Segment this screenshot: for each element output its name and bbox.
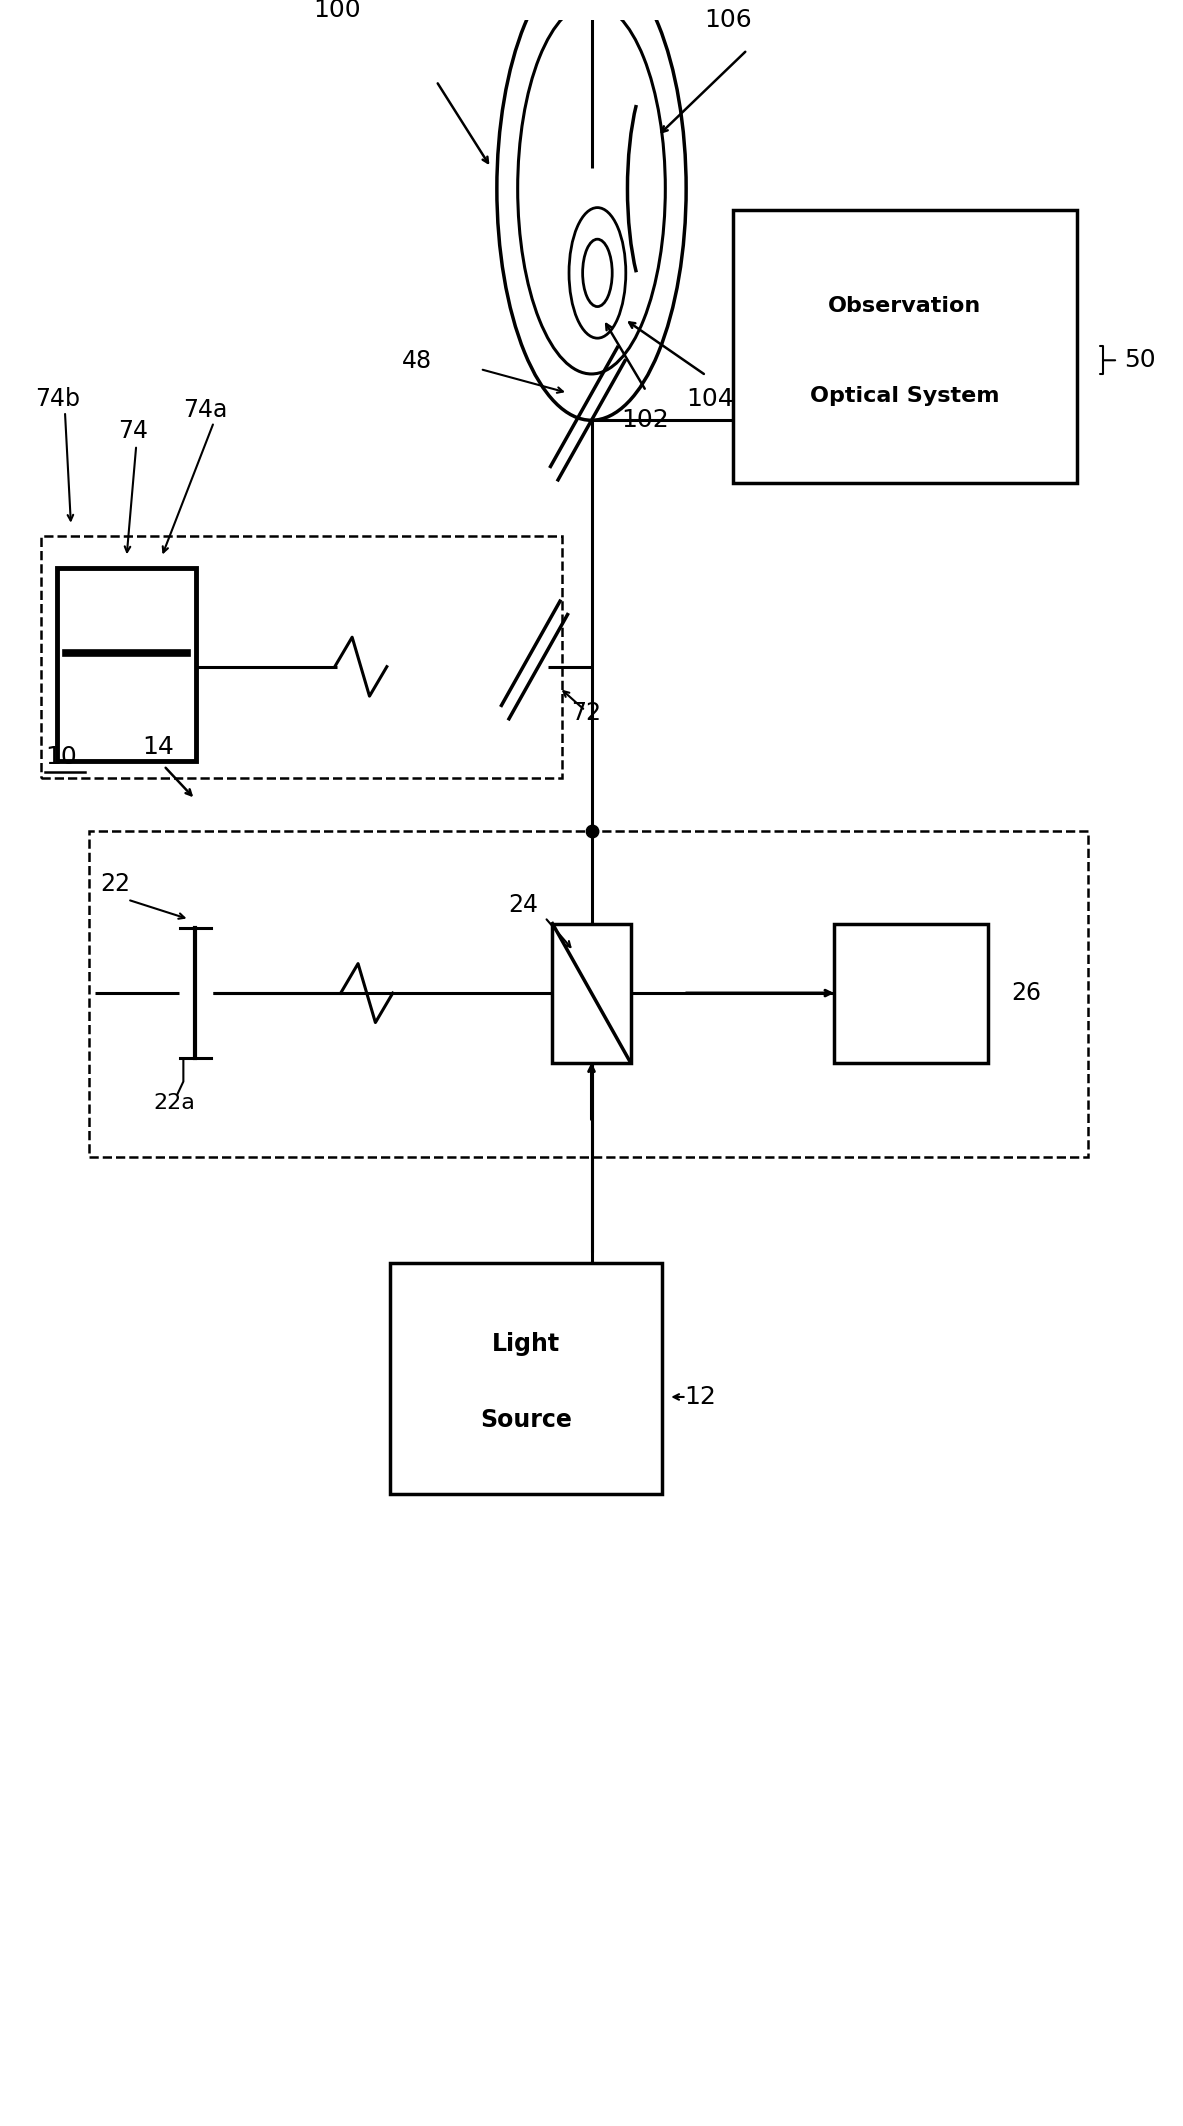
- Text: 104: 104: [686, 387, 733, 410]
- Text: Source: Source: [480, 1407, 573, 1433]
- Text: 102: 102: [621, 408, 668, 432]
- Bar: [89, 831, 1088, 1157]
- Text: 14: 14: [142, 736, 174, 759]
- Text: 74a: 74a: [183, 398, 228, 421]
- Text: 106: 106: [704, 9, 751, 32]
- Ellipse shape: [569, 208, 626, 338]
- Text: 74: 74: [118, 419, 148, 442]
- Ellipse shape: [497, 0, 686, 421]
- Text: 50: 50: [1124, 349, 1156, 372]
- Text: 48: 48: [402, 349, 432, 374]
- Text: 72: 72: [571, 702, 601, 725]
- Text: Optical System: Optical System: [810, 385, 1000, 406]
- Text: 22a: 22a: [154, 1093, 195, 1112]
- Text: 26: 26: [1011, 980, 1041, 1006]
- Bar: [41, 536, 562, 778]
- Ellipse shape: [582, 240, 613, 306]
- Bar: [57, 568, 196, 761]
- Bar: [390, 1263, 662, 1495]
- Text: 12: 12: [684, 1384, 716, 1410]
- Bar: [552, 923, 631, 1063]
- Text: Observation: Observation: [828, 296, 982, 315]
- Text: 10: 10: [45, 746, 77, 770]
- Text: 24: 24: [509, 893, 538, 916]
- Ellipse shape: [518, 4, 665, 374]
- Text: Light: Light: [492, 1331, 561, 1356]
- Text: 100: 100: [313, 0, 361, 21]
- Bar: [834, 923, 988, 1063]
- Text: 74b: 74b: [35, 387, 80, 410]
- Bar: [733, 210, 1077, 483]
- Text: 22: 22: [101, 872, 130, 895]
